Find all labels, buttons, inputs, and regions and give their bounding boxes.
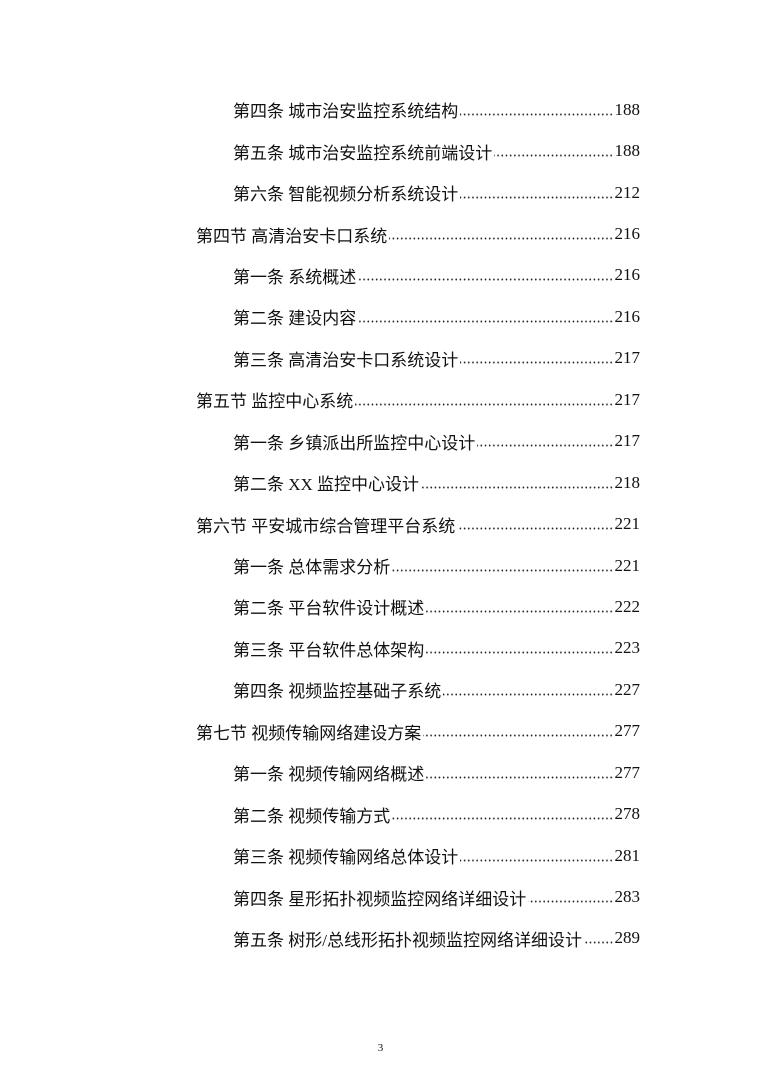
- dot-leader: [392, 817, 614, 821]
- toc-entry-page: 188: [614, 141, 641, 161]
- toc-entry-title: 第三条 高清治安卡口系统设计: [233, 350, 459, 370]
- table-of-contents: 第四条 城市治安监控系统结构 188 第五条 城市治安监控系统前端设计 188 第六条 …: [0, 89, 761, 959]
- dot-leader: [392, 568, 614, 572]
- toc-article-entry[interactable]: 第一条 视频传输网络概述 277: [233, 752, 640, 793]
- toc-entry-page: 221: [614, 514, 641, 534]
- dot-leader: [426, 775, 614, 779]
- toc-entry-page: 216: [614, 306, 641, 326]
- dot-leader: [494, 154, 614, 158]
- dot-leader: [583, 941, 614, 945]
- dot-leader: [460, 858, 614, 862]
- toc-entry-page: 217: [614, 431, 641, 451]
- toc-entry-page: 223: [614, 638, 641, 658]
- toc-article-entry[interactable]: 第五条 树形/总线形拓扑视频监控网络详细设计 289: [233, 918, 640, 959]
- toc-entry-title: 第五条 树形/总线形拓扑视频监控网络详细设计: [233, 930, 582, 950]
- toc-entry-page: 277: [614, 762, 641, 782]
- toc-article-entry[interactable]: 第三条 视频传输网络总体设计 281: [233, 835, 640, 876]
- toc-entry-page: 283: [614, 887, 641, 907]
- toc-entry-page: 222: [614, 596, 641, 616]
- dot-leader: [358, 319, 614, 323]
- toc-article-entry[interactable]: 第一条 乡镇派出所监控中心设计 217: [233, 421, 640, 462]
- dot-leader: [421, 485, 614, 489]
- toc-entry-page: 281: [614, 845, 641, 865]
- toc-article-entry[interactable]: 第六条 智能视频分析系统设计 212: [233, 172, 640, 213]
- dot-leader: [443, 692, 614, 696]
- toc-article-entry[interactable]: 第一条 总体需求分析 221: [233, 545, 640, 586]
- dot-leader: [358, 278, 614, 282]
- toc-section-entry[interactable]: 第五节 监控中心系统 217: [196, 379, 640, 420]
- toc-entry-page: 289: [614, 928, 641, 948]
- toc-article-entry[interactable]: 第二条 平台软件设计概述 222: [233, 586, 640, 627]
- toc-entry-title: 第六条 智能视频分析系统设计: [233, 185, 459, 205]
- toc-article-entry[interactable]: 第三条 高清治安卡口系统设计 217: [233, 338, 640, 379]
- toc-article-entry[interactable]: 第四条 视频监控基础子系统 227: [233, 669, 640, 710]
- toc-entry-page: 216: [614, 265, 641, 285]
- toc-entry-page: 278: [614, 804, 641, 824]
- toc-section-entry[interactable]: 第七节 视频传输网络建设方案 277: [196, 711, 640, 752]
- toc-article-entry[interactable]: 第二条 XX 监控中心设计 218: [233, 462, 640, 503]
- toc-entry-title: 第三条 平台软件总体架构: [233, 640, 425, 660]
- dot-leader: [460, 361, 614, 365]
- toc-article-entry[interactable]: 第四条 星形拓扑视频监控网络详细设计 283: [233, 876, 640, 917]
- dot-leader: [460, 195, 614, 199]
- toc-entry-title: 第五节 监控中心系统: [196, 392, 354, 412]
- toc-entry-title: 第一条 乡镇派出所监控中心设计: [233, 433, 476, 453]
- toc-entry-title: 第一条 视频传输网络概述: [233, 765, 425, 785]
- toc-entry-title: 第一条 总体需求分析: [233, 558, 391, 578]
- toc-entry-title: 第四节 高清治安卡口系统: [196, 226, 388, 246]
- toc-entry-title: 第四条 视频监控基础子系统: [233, 682, 442, 702]
- toc-entry-page: 221: [614, 555, 641, 575]
- dot-leader: [426, 609, 614, 613]
- page-number: 3: [377, 1042, 384, 1054]
- toc-article-entry[interactable]: 第五条 城市治安监控系统前端设计 188: [233, 130, 640, 171]
- dot-leader: [457, 527, 614, 531]
- dot-leader: [528, 900, 614, 904]
- toc-entry-page: 217: [614, 389, 641, 409]
- toc-article-entry[interactable]: 第二条 建设内容 216: [233, 296, 640, 337]
- toc-entry-title: 第二条 视频传输方式: [233, 806, 391, 826]
- dot-leader: [426, 651, 614, 655]
- toc-entry-title: 第七节 视频传输网络建设方案: [196, 723, 422, 743]
- toc-entry-title: 第二条 XX 监控中心设计: [233, 475, 420, 495]
- toc-section-entry[interactable]: 第四节 高清治安卡口系统 216: [196, 213, 640, 254]
- toc-entry-title: 第五条 城市治安监控系统前端设计: [233, 143, 493, 163]
- toc-entry-title: 第一条 系统概述: [233, 267, 357, 287]
- dot-leader: [477, 444, 614, 448]
- toc-entry-title: 第四条 城市治安监控系统结构: [233, 102, 459, 122]
- toc-article-entry[interactable]: 第四条 城市治安监控系统结构 188: [233, 89, 640, 130]
- toc-section-entry[interactable]: 第六节 平安城市综合管理平台系统 221: [196, 503, 640, 544]
- toc-article-entry[interactable]: 第二条 视频传输方式 278: [233, 793, 640, 834]
- toc-entry-title: 第六节 平安城市综合管理平台系统: [196, 516, 456, 536]
- toc-entry-page: 212: [614, 182, 641, 202]
- toc-entry-page: 227: [614, 679, 641, 699]
- toc-entry-title: 第二条 建设内容: [233, 309, 357, 329]
- dot-leader: [460, 112, 614, 116]
- toc-entry-title: 第二条 平台软件设计概述: [233, 599, 425, 619]
- toc-entry-title: 第四条 星形拓扑视频监控网络详细设计: [233, 889, 527, 909]
- dot-leader: [355, 402, 614, 406]
- toc-entry-page: 277: [614, 721, 641, 741]
- toc-entry-page: 188: [614, 99, 641, 119]
- toc-entry-page: 216: [614, 224, 641, 244]
- dot-leader: [389, 237, 614, 241]
- toc-entry-page: 217: [614, 348, 641, 368]
- toc-entry-title: 第三条 视频传输网络总体设计: [233, 848, 459, 868]
- toc-article-entry[interactable]: 第三条 平台软件总体架构 223: [233, 628, 640, 669]
- dot-leader: [423, 734, 614, 738]
- toc-article-entry[interactable]: 第一条 系统概述 216: [233, 255, 640, 296]
- toc-entry-page: 218: [614, 472, 641, 492]
